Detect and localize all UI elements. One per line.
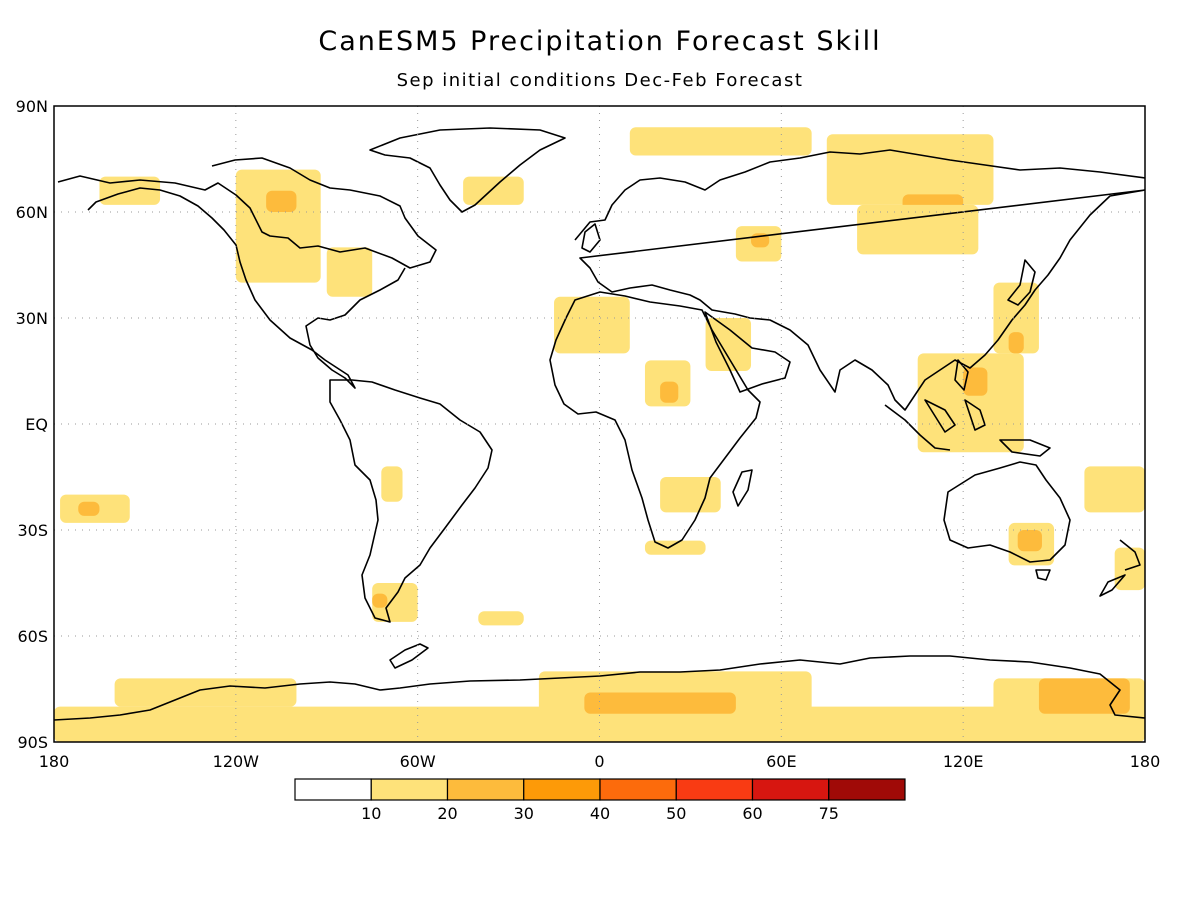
colorbar-label: 75 [819,804,839,823]
coast-tasmania [1035,569,1051,581]
lon-tick-label: 60E [766,752,796,771]
lon-tick-label: 120W [213,752,260,771]
skill-region-35 [381,466,403,502]
coast-eurasia [574,149,1145,411]
skill-region-34 [478,611,524,626]
map-subtitle: Sep initial conditions Dec-Feb Forecast [396,70,804,91]
coast-japan [1007,259,1036,306]
colorbar-label: 40 [590,804,610,823]
coast-british-isles [581,223,601,253]
colorbar-label: 50 [666,804,686,823]
skill-region-11 [629,127,812,156]
colorbar-swatch [294,778,372,801]
skill-region-28 [1017,530,1042,552]
coast-south-america [329,379,493,623]
colorbar-label: 10 [361,804,381,823]
skill-region-0 [54,706,1145,742]
skill-region-12 [826,134,994,205]
lat-tick-label: 90N [16,97,48,116]
colorbar: 10 20 30 40 50 60 75 [294,778,906,823]
map-title: CanESM5 Precipitation Forecast Skill [318,26,882,57]
skill-region-23 [917,353,1024,453]
lon-tick-label: 60W [400,752,436,771]
lat-tick-label: 30N [16,309,48,328]
colorbar-swatch [446,778,525,801]
skill-region-17 [554,296,630,354]
skill-region-20 [705,318,752,371]
skill-region-7 [266,190,297,212]
skill-region-5 [1038,678,1130,714]
skill-region-8 [326,247,373,297]
skill-region-29 [1084,466,1145,513]
skill-region-31 [78,501,100,516]
skill-region-26 [1008,332,1024,354]
lat-tick-label: 30S [17,521,48,540]
skill-region-21 [660,477,721,513]
skill-region-24 [963,367,988,396]
lon-tick-label: 180 [1130,752,1161,771]
coast-australia [943,461,1071,563]
lat-tick-label: 90S [17,733,48,752]
colorbar-label: 30 [514,804,534,823]
coast-greenland [369,127,566,213]
colorbar-swatch [599,778,677,801]
skill-region-1 [114,678,297,707]
coast-north-america [57,157,437,389]
skill-region-14 [857,204,979,255]
coast-new-zealand [1099,539,1141,597]
coast-antarctica [54,655,1145,721]
skill-region-19 [660,381,679,403]
skill-region-10 [463,176,524,205]
colorbar-swatch [751,778,830,801]
coastlines [54,127,1145,721]
skill-region-6 [235,169,321,283]
skill-region-32 [372,583,418,622]
coast-maritime-se-asia [884,359,1051,457]
lon-tick-label: 120E [943,752,984,771]
skill-shading [54,127,1145,742]
plot-frame [53,105,1146,743]
skill-region-33 [372,593,388,608]
colorbar-swatch [675,778,754,801]
lon-tick-label: 0 [594,752,604,771]
coast-africa [549,291,761,549]
lat-tick-label: 60N [16,203,48,222]
coast-arabia [704,311,791,393]
colorbar-swatch [828,778,906,801]
lat-tick-label: 60S [17,627,48,646]
colorbar-label: 20 [437,804,457,823]
coast-antarctic-peninsula [389,643,429,669]
colorbar-swatch [523,778,601,801]
skill-region-3 [584,692,736,714]
lat-tick-label: EQ [25,415,48,434]
skill-region-22 [644,540,706,555]
gridlines [54,106,1145,742]
colorbar-label: 60 [742,804,762,823]
colorbar-swatch [370,778,449,801]
lon-tick-label: 180 [39,752,70,771]
coast-madagascar [732,469,753,507]
